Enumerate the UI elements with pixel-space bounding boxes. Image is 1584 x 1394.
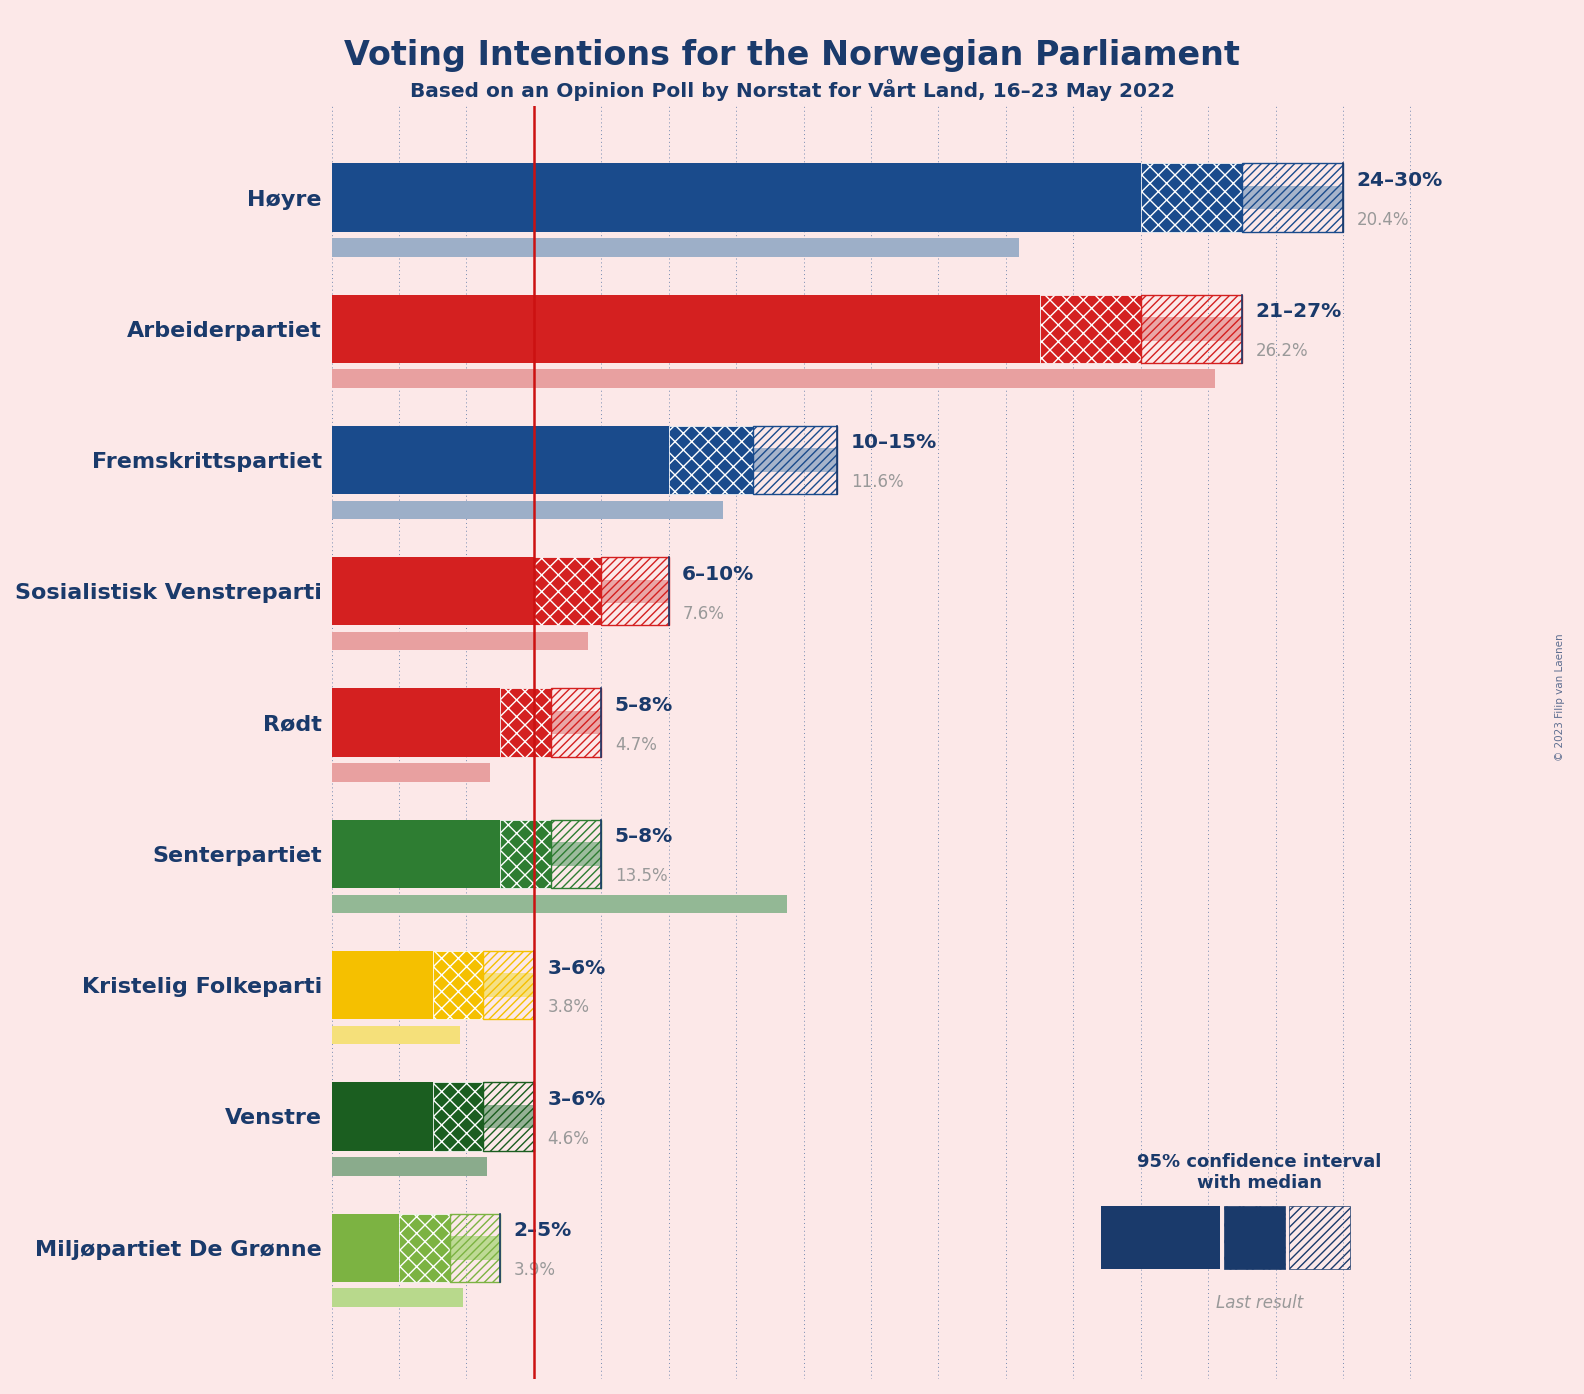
Bar [331,294,1039,362]
Bar [450,1214,501,1282]
Text: 4.7%: 4.7% [615,736,657,754]
Bar [1140,163,1242,231]
Bar [331,163,1140,231]
Text: Based on an Opinion Poll by Norstat for Vårt Land, 16–23 May 2022: Based on an Opinion Poll by Norstat for … [410,79,1174,102]
Bar [331,1026,459,1044]
Text: 95% confidence interval
with median: 95% confidence interval with median [1137,1153,1381,1192]
Bar [501,820,551,888]
Bar [331,449,838,473]
Text: Voting Intentions for the Norwegian Parliament: Voting Intentions for the Norwegian Parl… [344,39,1240,72]
Bar [752,427,838,495]
Text: 7.6%: 7.6% [683,605,724,623]
Bar [1242,163,1343,231]
Bar [331,580,668,604]
Bar [331,689,501,757]
Text: © 2023 Filip van Laenen: © 2023 Filip van Laenen [1555,633,1565,761]
Bar [602,558,668,626]
Text: 10–15%: 10–15% [851,434,938,453]
Text: 3–6%: 3–6% [548,959,605,977]
Bar [331,951,432,1019]
Text: 3.8%: 3.8% [548,998,589,1016]
Bar [501,689,551,757]
Bar [331,558,534,626]
Bar [331,1104,534,1128]
Text: 21–27%: 21–27% [1255,302,1342,321]
Bar [551,820,602,888]
Text: 3.9%: 3.9% [513,1262,556,1280]
Text: 26.2%: 26.2% [1255,342,1308,360]
Bar [331,369,1215,388]
Bar [551,689,602,757]
Bar [432,951,483,1019]
Text: 24–30%: 24–30% [1356,171,1443,190]
Bar [1039,294,1140,362]
Bar [331,764,489,782]
Text: 5–8%: 5–8% [615,827,673,846]
Bar [331,631,588,651]
Bar [331,1214,399,1282]
Bar [331,842,602,866]
Bar [331,185,1343,209]
Bar [331,1157,486,1175]
Bar [483,1082,534,1150]
Bar [331,427,668,495]
Text: 3–6%: 3–6% [548,1090,605,1108]
Bar [483,951,534,1019]
Bar [331,973,534,997]
Bar [534,558,602,626]
Bar [331,316,1242,340]
Bar [331,500,722,519]
Bar [331,711,602,735]
Bar [432,1082,483,1150]
Text: 5–8%: 5–8% [615,696,673,715]
Bar [331,895,787,913]
Text: 2–5%: 2–5% [513,1221,572,1241]
Text: 13.5%: 13.5% [615,867,667,885]
Bar [1140,294,1242,362]
Bar [331,238,1020,256]
Bar [331,1236,501,1260]
Bar [331,820,501,888]
Text: 6–10%: 6–10% [683,565,754,584]
Bar [668,427,752,495]
Text: Last result: Last result [1215,1294,1304,1312]
Text: 20.4%: 20.4% [1356,210,1408,229]
Bar [331,1288,463,1306]
Bar [399,1214,450,1282]
Text: 11.6%: 11.6% [851,474,903,491]
Bar [331,1082,432,1150]
Text: 4.6%: 4.6% [548,1129,589,1147]
